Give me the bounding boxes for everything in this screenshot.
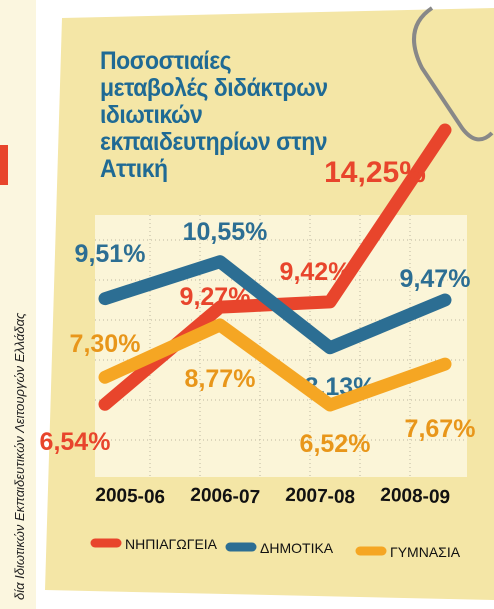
- data-label: 9,42%: [280, 258, 351, 286]
- legend-label: ΝΗΠΙΑΓΩΓΕΙΑ: [125, 536, 218, 552]
- data-label: 7,67%: [405, 415, 476, 443]
- source: δία Ιδιωτικών Εκπαιδευτικών Λειτουργών Ε…: [12, 312, 27, 600]
- x-tick-label: 2006-07: [190, 485, 260, 508]
- accent: [0, 145, 8, 185]
- data-label: 9,47%: [400, 265, 471, 293]
- paper-left: [0, 0, 36, 609]
- clip: [412, 6, 494, 142]
- series-line: [98, 255, 452, 355]
- data-label: 6,54%: [40, 428, 111, 456]
- x-tick-label: 2007-08: [285, 485, 355, 508]
- series-line: [98, 318, 452, 412]
- data-label: 9,27%: [180, 283, 251, 311]
- x-tick-label: 2005-06: [95, 485, 165, 508]
- legend-label: ΓΥΜΝΑΣΙΑ: [390, 544, 461, 560]
- data-label: 6,52%: [300, 430, 371, 458]
- x-tick-label: 2008-09: [380, 485, 450, 508]
- data-label: 9,51%: [75, 240, 146, 268]
- data-label: 10,55%: [183, 218, 268, 246]
- chart-title: Ποσοστιαίες μεταβολές διδάκτρων ιδιωτικώ…: [100, 47, 328, 183]
- data-label: 7,30%: [70, 330, 141, 358]
- data-label: 14,25%: [324, 156, 426, 189]
- legend-label: ΔΗΜΟΤΙΚΑ: [260, 540, 334, 556]
- plot-area: [95, 215, 467, 477]
- data-label: 8,77%: [185, 365, 256, 393]
